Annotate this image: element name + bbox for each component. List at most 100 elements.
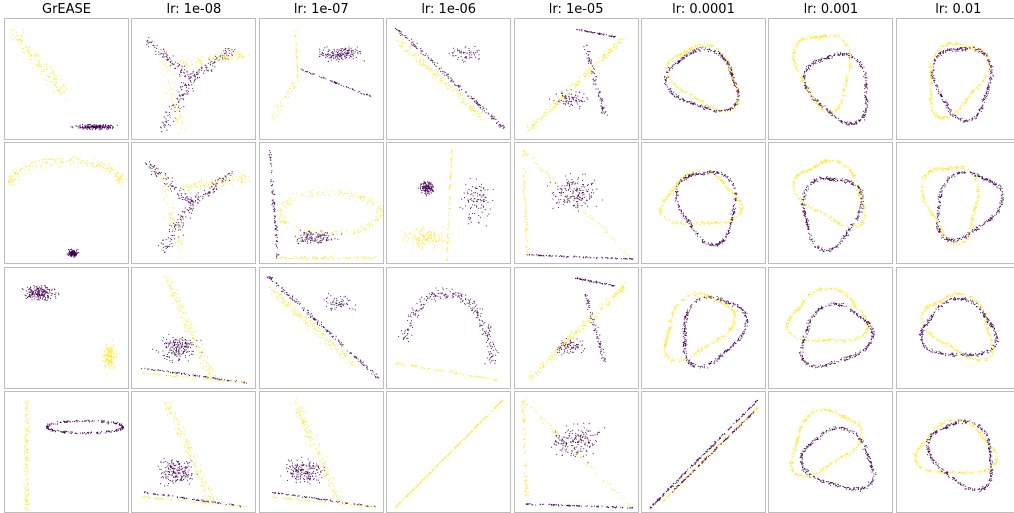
scatter-point-purple xyxy=(94,123,96,125)
scatter-point-yellow xyxy=(119,176,121,178)
scatter-point-purple xyxy=(215,180,217,182)
scatter-point-purple xyxy=(79,127,81,129)
scatter-point-purple xyxy=(969,46,971,49)
scatter-point-yellow xyxy=(699,44,701,46)
scatter-point-purple xyxy=(949,112,951,114)
scatter-point-yellow xyxy=(244,178,246,180)
scatter-point-yellow xyxy=(578,82,580,84)
scatter-point-yellow xyxy=(209,57,211,59)
scatter-point-yellow xyxy=(90,163,92,165)
scatter-point-yellow xyxy=(292,85,294,87)
scatter-point-purple xyxy=(439,68,441,70)
scatter-point-purple xyxy=(458,86,461,88)
scatter-point-purple xyxy=(686,101,688,103)
scatter-point-purple xyxy=(195,75,197,77)
scatter-point-purple xyxy=(718,50,720,53)
scatter-point-purple xyxy=(340,47,342,50)
scatter-point-yellow xyxy=(120,177,122,179)
scatter-point-yellow xyxy=(280,209,283,211)
scatter-point-yellow xyxy=(369,258,371,261)
scatter-point-yellow xyxy=(24,173,27,175)
scatter-point-purple xyxy=(184,84,186,86)
scatter-point-yellow xyxy=(667,75,669,77)
scatter-point-yellow xyxy=(272,118,274,120)
scatter-point-purple xyxy=(195,196,197,198)
scatter-point-yellow xyxy=(11,177,13,179)
scatter-point-yellow xyxy=(363,223,365,225)
scatter-point-yellow xyxy=(424,63,426,66)
scatter-point-yellow xyxy=(420,58,422,60)
scatter-point-yellow xyxy=(28,168,30,171)
scatter-point-purple xyxy=(706,108,708,110)
scatter-point-yellow xyxy=(931,60,933,62)
scatter-point-purple xyxy=(600,107,602,109)
scatter-point-purple xyxy=(570,103,572,105)
scatter-plot xyxy=(10,28,118,131)
scatter-point-purple xyxy=(322,53,324,55)
scatter-point-purple xyxy=(67,255,69,257)
scatter-point-purple xyxy=(988,64,990,66)
scatter-point-purple xyxy=(151,174,153,176)
scatter-point-purple xyxy=(597,92,599,94)
scatter-point-purple xyxy=(225,175,227,177)
scatter-point-purple xyxy=(174,226,176,229)
scatter-point-yellow xyxy=(814,97,816,99)
scatter-point-yellow xyxy=(296,76,298,78)
scatter-point-purple xyxy=(455,55,457,57)
scatter-point-yellow xyxy=(587,76,589,78)
scatter-point-purple xyxy=(359,53,361,55)
scatter-point-purple xyxy=(326,54,328,56)
scatter-point-yellow xyxy=(420,59,422,61)
column-title: lr: 1e-05 xyxy=(548,2,604,17)
scatter-point-yellow xyxy=(295,48,297,50)
scatter-point-purple xyxy=(319,55,321,57)
scatter-point-yellow xyxy=(544,108,546,110)
scatter-point-yellow xyxy=(163,62,165,65)
scatter-point-purple xyxy=(71,251,73,253)
scatter-point-yellow xyxy=(285,207,287,209)
scatter-point-yellow xyxy=(615,47,617,50)
scatter-point-purple xyxy=(864,85,866,87)
scatter-point-yellow xyxy=(936,113,938,115)
scatter-point-yellow xyxy=(357,257,359,259)
scatter-point-yellow xyxy=(428,59,430,61)
scatter-point-purple xyxy=(737,93,739,95)
scatter-point-purple xyxy=(424,54,427,57)
scatter-point-yellow xyxy=(32,66,34,68)
scatter-point-yellow xyxy=(955,110,957,112)
scatter-point-purple xyxy=(181,222,183,224)
scatter-point-purple xyxy=(336,49,338,51)
scatter-point-purple xyxy=(368,94,370,96)
scatter-point-purple xyxy=(664,82,666,85)
scatter-point-yellow xyxy=(680,54,682,56)
scatter-point-purple xyxy=(728,64,730,66)
scatter-point-purple xyxy=(478,105,480,107)
scatter-point-purple xyxy=(174,189,176,191)
scatter-point-purple xyxy=(988,58,990,60)
scatter-point-purple xyxy=(735,101,737,103)
scatter-point-purple xyxy=(475,101,477,103)
scatter-point-purple xyxy=(343,52,345,54)
scatter-point-yellow xyxy=(955,112,957,114)
scatter-point-purple xyxy=(163,56,165,58)
scatter-point-purple xyxy=(203,72,205,74)
scatter-point-purple xyxy=(720,110,722,112)
scatter-point-yellow xyxy=(47,159,49,161)
scatter-point-purple xyxy=(851,122,853,124)
scatter-point-yellow xyxy=(16,170,18,173)
scatter-point-purple xyxy=(273,220,275,222)
scatter-point-purple xyxy=(578,91,580,93)
scatter-point-purple xyxy=(338,53,340,55)
scatter-point-yellow xyxy=(173,229,175,231)
scatter-point-purple xyxy=(197,71,199,73)
scatter-point-purple xyxy=(160,53,162,55)
scatter-point-yellow xyxy=(812,36,814,38)
scatter-point-yellow xyxy=(103,167,105,169)
scatter-point-purple xyxy=(468,49,470,51)
scatter-point-yellow xyxy=(591,69,593,71)
scatter-point-yellow xyxy=(849,69,851,71)
scatter-point-purple xyxy=(606,114,608,116)
scatter-point-yellow xyxy=(849,68,851,70)
scatter-point-yellow xyxy=(712,106,714,108)
scatter-point-yellow xyxy=(816,102,818,104)
